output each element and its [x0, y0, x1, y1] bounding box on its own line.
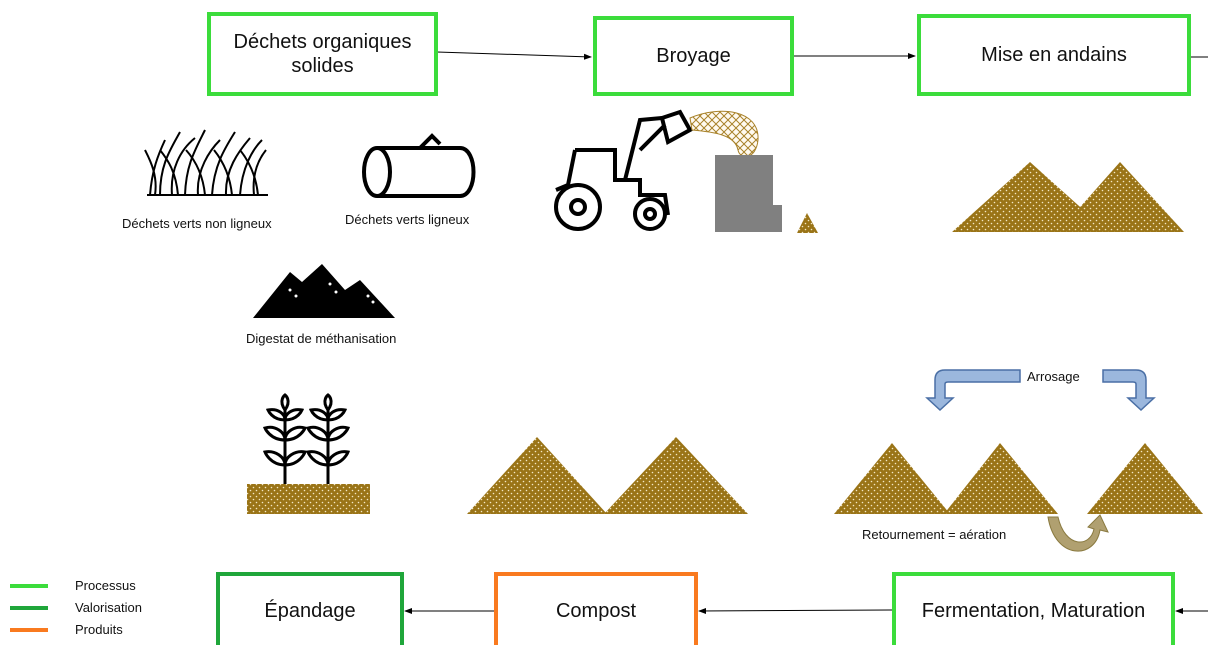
tractor-icon	[556, 112, 690, 229]
node-box: Broyage	[593, 16, 794, 96]
log-icon	[364, 136, 474, 196]
plants-icon	[247, 395, 370, 514]
node-box: Épandage	[216, 572, 404, 645]
icon-label: Déchets verts ligneux	[345, 212, 469, 227]
shredder	[715, 155, 782, 232]
icon-label: Arrosage	[1027, 369, 1080, 384]
legend-swatches	[10, 586, 48, 630]
icon-label: Déchets verts non ligneux	[122, 216, 272, 231]
icon-label: Retournement = aération	[862, 527, 1006, 542]
windrows	[952, 162, 1184, 232]
node-box: Mise en andains	[917, 14, 1191, 96]
diagram-canvas	[0, 0, 1208, 645]
fermentation-piles	[834, 443, 1203, 514]
small-pile	[797, 213, 818, 233]
grass-icon	[145, 130, 268, 195]
node-box: Déchets organiques solides	[207, 12, 438, 96]
material-stream	[690, 111, 758, 156]
node-box: Compost	[494, 572, 698, 645]
turning-arrow	[1048, 515, 1108, 551]
legend-label: Valorisation	[75, 600, 142, 615]
legend-label: Produits	[75, 622, 123, 637]
node-box: Fermentation, Maturation	[892, 572, 1175, 645]
icon-label: Digestat de méthanisation	[246, 331, 396, 346]
digestat-icon	[253, 264, 395, 318]
diagram: Déchets organiques solides Broyage Mise …	[0, 0, 1208, 645]
compost-piles	[467, 437, 748, 514]
legend-label: Processus	[75, 578, 136, 593]
